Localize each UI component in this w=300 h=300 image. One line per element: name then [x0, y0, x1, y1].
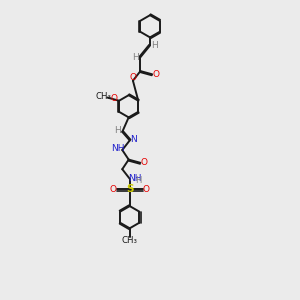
- Text: H: H: [151, 40, 158, 50]
- Text: H: H: [136, 176, 142, 185]
- Text: CH₃: CH₃: [122, 236, 138, 245]
- Text: O: O: [129, 73, 137, 82]
- Text: H: H: [132, 53, 139, 62]
- Text: O: O: [140, 158, 148, 167]
- Text: NH: NH: [128, 174, 142, 183]
- Text: O: O: [143, 185, 150, 194]
- Text: NH: NH: [111, 144, 124, 153]
- Text: O: O: [152, 70, 159, 79]
- Text: N: N: [130, 135, 137, 144]
- Text: O: O: [110, 185, 117, 194]
- Text: S: S: [126, 184, 134, 194]
- Text: CH₃: CH₃: [95, 92, 111, 101]
- Text: O: O: [111, 94, 118, 103]
- Text: H: H: [114, 126, 121, 135]
